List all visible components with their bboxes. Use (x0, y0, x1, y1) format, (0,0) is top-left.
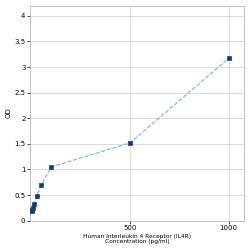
Y-axis label: OD: OD (6, 108, 12, 118)
X-axis label: Human Interleukin 4 Receptor (IL4R)
Concentration (pg/ml): Human Interleukin 4 Receptor (IL4R) Conc… (83, 234, 191, 244)
